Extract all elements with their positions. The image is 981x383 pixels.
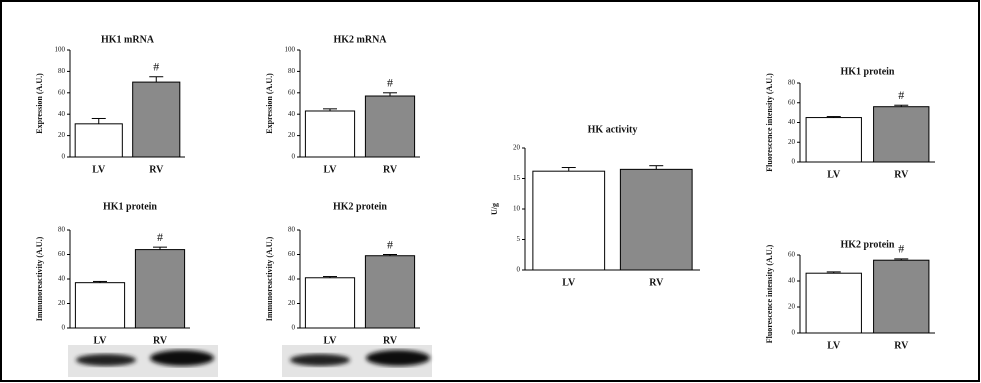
- bar: [806, 273, 861, 333]
- bar: [133, 82, 180, 157]
- chart-title: HK1 mRNA: [101, 34, 155, 45]
- y-tick-label: 60: [58, 250, 66, 258]
- y-tick-label: 40: [788, 277, 796, 285]
- y-tick-label: 40: [58, 110, 66, 118]
- y-tick-label: 80: [58, 67, 66, 75]
- y-axis-label: Expression (A.U.): [35, 73, 44, 134]
- y-tick-label: 20: [513, 144, 521, 152]
- bar: [305, 278, 354, 328]
- y-tick-label: 40: [288, 110, 296, 118]
- x-tick-label: RV: [383, 335, 398, 346]
- y-tick-label: 80: [788, 79, 796, 87]
- chart-title: HK activity: [588, 124, 638, 135]
- x-tick-label: RV: [153, 335, 168, 346]
- y-tick-label: 40: [288, 275, 296, 283]
- y-tick-label: 20: [788, 138, 796, 146]
- y-tick-label: 40: [58, 275, 66, 283]
- bar: [75, 124, 122, 157]
- annotation: #: [157, 230, 163, 244]
- bar: [620, 169, 692, 270]
- annotation: #: [898, 88, 904, 102]
- y-tick-label: 60: [58, 88, 66, 96]
- annotation: #: [387, 237, 393, 251]
- y-tick-label: 0: [292, 324, 296, 332]
- x-tick-label: RV: [649, 277, 664, 288]
- bar: [135, 250, 184, 328]
- y-tick-label: 0: [62, 324, 66, 332]
- bar: [874, 107, 929, 162]
- y-tick-label: 10: [513, 205, 521, 213]
- chart-title: HK2 mRNA: [333, 34, 387, 45]
- y-axis-label: Fluorescence intensity (A.U.): [765, 73, 774, 172]
- chart-title: HK2 protein: [333, 201, 387, 212]
- y-tick-label: 0: [62, 153, 66, 161]
- x-tick-label: LV: [827, 340, 841, 351]
- x-tick-label: LV: [562, 277, 576, 288]
- y-tick-label: 5: [517, 235, 521, 243]
- chart-title: HK2 protein: [841, 239, 895, 250]
- x-tick-label: RV: [894, 169, 909, 180]
- y-tick-label: 60: [788, 251, 796, 259]
- y-tick-label: 20: [288, 299, 296, 307]
- bar: [365, 96, 414, 157]
- bar: [365, 256, 414, 328]
- western-blot: [68, 345, 218, 377]
- y-axis-label: Fluorescence intensity (A.U.): [765, 244, 774, 343]
- x-tick-label: RV: [383, 164, 398, 175]
- y-tick-label: 15: [513, 174, 521, 182]
- x-tick-label: LV: [827, 169, 841, 180]
- y-axis-label: Immunoreactivity (A.U.): [35, 236, 44, 321]
- chart-title: HK1 protein: [841, 66, 895, 77]
- y-axis-label: U/g: [490, 203, 499, 215]
- y-tick-label: 0: [792, 158, 796, 166]
- y-tick-label: 80: [58, 226, 66, 234]
- y-tick-label: 80: [288, 67, 296, 75]
- x-tick-label: RV: [894, 340, 909, 351]
- y-tick-label: 0: [292, 153, 296, 161]
- y-tick-label: 80: [288, 226, 296, 234]
- y-tick-label: 20: [788, 303, 796, 311]
- western-blot: [282, 345, 432, 377]
- y-tick-label: 100: [55, 46, 66, 54]
- bar: [806, 118, 861, 162]
- x-tick-label: RV: [149, 164, 164, 175]
- y-tick-label: 40: [788, 118, 796, 126]
- x-tick-label: LV: [324, 335, 338, 346]
- x-tick-label: LV: [324, 164, 338, 175]
- y-tick-label: 60: [288, 88, 296, 96]
- bar: [874, 260, 929, 333]
- x-tick-label: LV: [94, 335, 108, 346]
- annotation: #: [153, 60, 159, 74]
- chart-title: HK1 protein: [103, 201, 157, 212]
- y-tick-label: 20: [58, 299, 66, 307]
- y-tick-label: 60: [788, 98, 796, 106]
- x-tick-label: LV: [92, 164, 106, 175]
- y-tick-label: 0: [792, 329, 796, 337]
- y-axis-label: Immunoreactivity (A.U.): [265, 236, 274, 321]
- bar: [75, 283, 124, 328]
- bar: [533, 171, 605, 270]
- y-tick-label: 60: [288, 250, 296, 258]
- bar: [305, 111, 354, 157]
- y-axis-label: Expression (A.U.): [265, 73, 274, 134]
- figure: HK1 mRNAExpression (A.U.)020406080100LVR…: [0, 0, 981, 383]
- y-tick-label: 100: [285, 46, 296, 54]
- annotation: #: [898, 242, 904, 256]
- annotation: #: [387, 76, 393, 90]
- y-tick-label: 20: [58, 131, 66, 139]
- y-tick-label: 0: [517, 266, 521, 274]
- y-tick-label: 20: [288, 131, 296, 139]
